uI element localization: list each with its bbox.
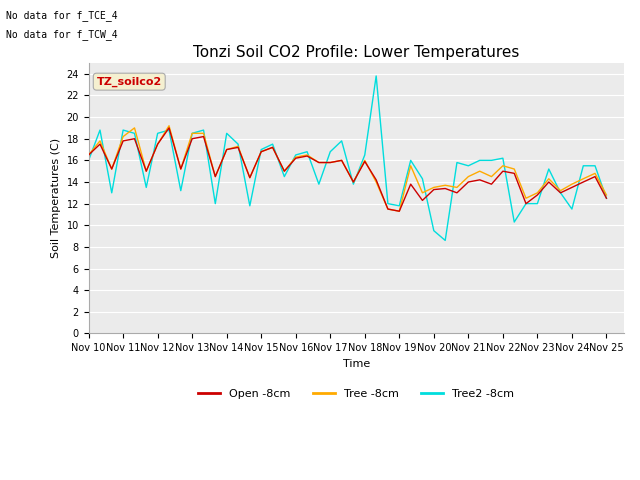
Text: No data for f_TCW_4: No data for f_TCW_4 xyxy=(6,29,118,40)
Text: TZ_soilco2: TZ_soilco2 xyxy=(97,76,162,87)
Y-axis label: Soil Temperatures (C): Soil Temperatures (C) xyxy=(51,138,61,258)
Text: No data for f_TCE_4: No data for f_TCE_4 xyxy=(6,10,118,21)
Title: Tonzi Soil CO2 Profile: Lower Temperatures: Tonzi Soil CO2 Profile: Lower Temperatur… xyxy=(193,46,519,60)
X-axis label: Time: Time xyxy=(342,359,370,369)
Legend: Open -8cm, Tree -8cm, Tree2 -8cm: Open -8cm, Tree -8cm, Tree2 -8cm xyxy=(194,385,518,404)
